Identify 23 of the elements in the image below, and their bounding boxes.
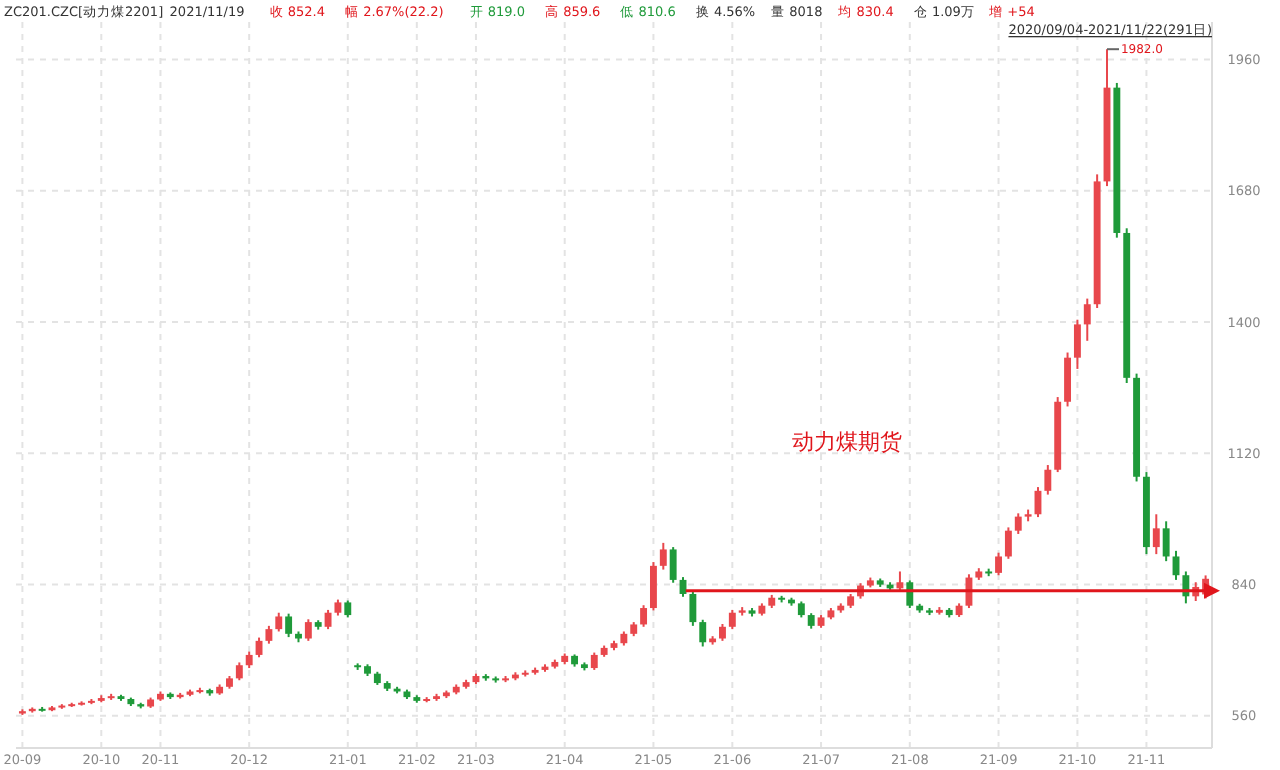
candlestick xyxy=(324,608,332,631)
candlestick xyxy=(995,551,1002,577)
candlestick xyxy=(275,611,283,633)
candlestick xyxy=(1044,464,1052,496)
candlestick xyxy=(1064,351,1071,408)
candlestick xyxy=(640,604,648,628)
candlestick xyxy=(699,618,707,648)
candlestick xyxy=(1152,513,1160,556)
candlestick xyxy=(285,612,293,639)
candlestick xyxy=(906,579,914,610)
candlestick xyxy=(659,541,667,571)
candlestick xyxy=(1162,520,1170,563)
candlestick xyxy=(689,590,697,627)
candlestick xyxy=(649,561,657,612)
candlestick xyxy=(1073,318,1081,370)
candlestick xyxy=(1004,526,1012,560)
candlestick xyxy=(896,570,904,592)
annotation: 动力煤期货 xyxy=(792,428,903,455)
candlestick xyxy=(1014,512,1022,535)
candlestick xyxy=(728,608,736,631)
candlestick xyxy=(304,618,312,642)
candlestick xyxy=(1083,297,1091,342)
candlestick xyxy=(669,546,677,584)
